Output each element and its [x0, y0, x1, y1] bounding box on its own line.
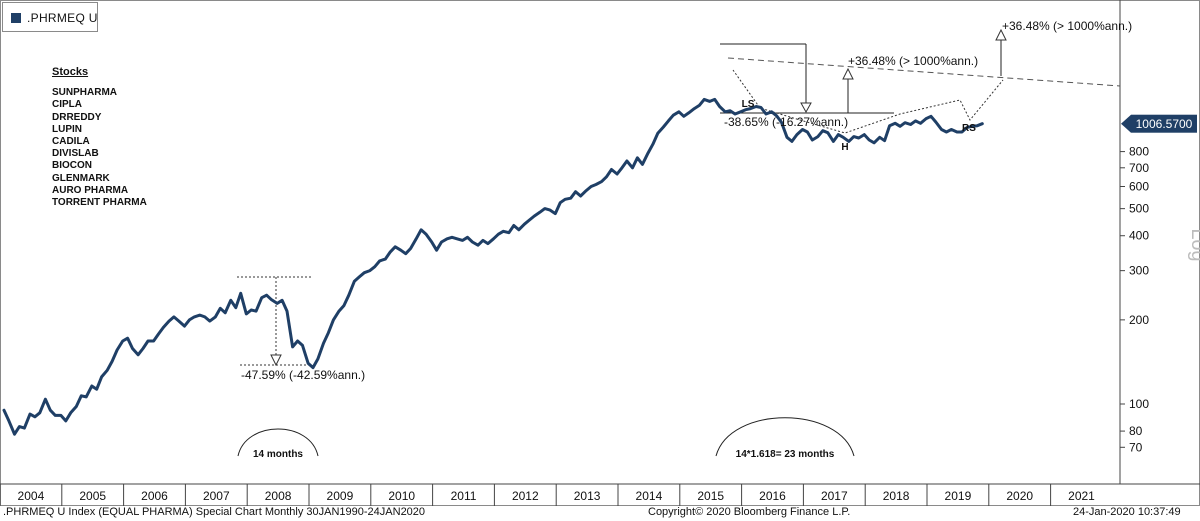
legend-label: .PHRMEQ U: [27, 11, 98, 25]
rise-arrow: [842, 67, 854, 80]
y-tick-label: 80: [1129, 424, 1143, 438]
footer-center: Copyright© 2020 Bloomberg Finance L.P.: [648, 506, 851, 518]
x-tick-label: 2020: [1006, 489, 1033, 503]
stock-item: DIVISLAB: [52, 148, 99, 160]
annotation-label: RS: [962, 123, 976, 134]
last-value-marker: 1006.5700: [1121, 114, 1197, 133]
annotation-lines: [237, 28, 1121, 457]
drawdown-arrow: [270, 354, 282, 367]
x-tick-label: 2017: [821, 489, 848, 503]
legend: .PHRMEQ U: [2, 2, 98, 32]
x-tick-label: 2018: [883, 489, 910, 503]
x-tick-label: 2009: [327, 489, 354, 503]
annotation-label: LS: [742, 99, 755, 110]
stock-item: CADILA: [52, 136, 90, 148]
y-axis: 70 80 100 200 300 400 500 600 700 800: [1120, 145, 1149, 454]
y-tick-label: 500: [1129, 202, 1149, 216]
y-tick-label: 70: [1129, 440, 1143, 454]
stock-item: TORRENT PHARMA: [52, 197, 147, 209]
stock-item: BIOCON: [52, 160, 92, 172]
x-tick-label: 2004: [18, 489, 45, 503]
x-tick-label: 2015: [697, 489, 724, 503]
y-tick-label: 300: [1129, 264, 1149, 278]
cycle-arc-23: [715, 417, 855, 457]
stock-item: GLENMARK: [52, 172, 110, 184]
x-tick-label: 2012: [512, 489, 539, 503]
series-line: [2, 97, 984, 436]
y-tick-label: 600: [1129, 180, 1149, 194]
y-tick-label: 700: [1129, 161, 1149, 175]
plot-border: [0, 0, 1200, 506]
x-tick-label: 2014: [636, 489, 663, 503]
x-tick-label: 2010: [388, 489, 415, 503]
stock-item: SUNPHARMA: [52, 87, 117, 99]
stock-item: AURO PHARMA: [52, 184, 129, 196]
stocks-list: SUNPHARMA CIPLA DRREDDY LUPIN CADILA DIVISLAB…: [52, 87, 147, 209]
x-tick-label: 2013: [574, 489, 601, 503]
x-tick-label: 2008: [265, 489, 292, 503]
footer-left: .PHRMEQ U Index (EQUAL PHARMA) Special C…: [3, 506, 426, 518]
annotation-label: H: [841, 142, 848, 153]
y-tick-label: 400: [1129, 229, 1149, 243]
annotation-label: -38.65% (-16.27%ann.): [724, 115, 848, 129]
stock-item: CIPLA: [52, 99, 82, 111]
cycle-arc-14: [237, 428, 319, 457]
stocks-title: Stocks: [52, 66, 89, 78]
y-axis-title: Log: [1187, 228, 1200, 261]
annotation-labels: -47.59% (-42.59%ann.) 14 months 14*1.618= …: [241, 19, 1132, 460]
x-tick-label: 2019: [945, 489, 972, 503]
y-tick-label: 800: [1129, 145, 1149, 159]
x-tick-label: 2007: [203, 489, 230, 503]
x-tick-label: 2021: [1068, 489, 1095, 503]
last-value-label: 1006.5700: [1136, 117, 1193, 131]
x-tick-label: 2011: [451, 489, 477, 503]
projection-arrow: [995, 28, 1007, 41]
annotation-label: -47.59% (-42.59%ann.): [241, 368, 365, 382]
legend-swatch: [11, 13, 21, 23]
annotation-label: +36.48% (> 1000%ann.): [848, 54, 978, 68]
annotation-label: 14*1.618= 23 months: [736, 449, 835, 460]
annotation-label: 14 months: [253, 449, 303, 460]
x-tick-label: 2006: [141, 489, 168, 503]
decline-arrow: [800, 102, 812, 114]
hs-outline: [732, 69, 1004, 134]
last-value-box: [1131, 114, 1197, 133]
last-value-pointer: [1121, 114, 1131, 133]
neckline-dashed: [727, 57, 1121, 87]
y-tick-label: 200: [1129, 313, 1149, 327]
annotation-label: +36.48% (> 1000%ann.): [1002, 19, 1132, 33]
stock-item: DRREDDY: [52, 111, 102, 123]
y-tick-label: 100: [1129, 397, 1149, 411]
stock-item: LUPIN: [52, 123, 82, 135]
stocks-panel: Stocks SUNPHARMA CIPLA DRREDDY LUPIN CADILA D…: [52, 66, 147, 209]
x-tick-label: 2016: [759, 489, 786, 503]
x-tick-label: 2005: [79, 489, 106, 503]
footer: .PHRMEQ U Index (EQUAL PHARMA) Special C…: [0, 506, 1200, 521]
footer-right: 24-Jan-2020 10:37:49: [1073, 506, 1181, 518]
x-axis: 2004 2005 2006 2007 2008 2009 2010 2011 2012 2013…: [0, 484, 1095, 506]
